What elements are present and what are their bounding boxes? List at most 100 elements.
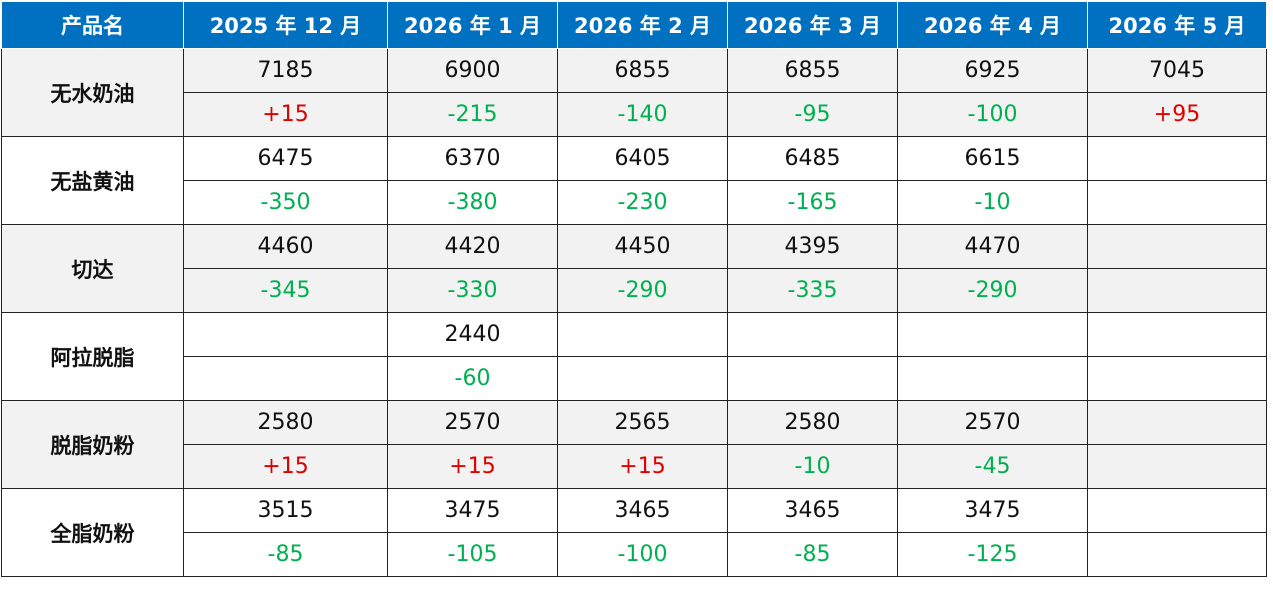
change-cell: -330 xyxy=(387,268,558,313)
price-cell: 4470 xyxy=(897,224,1088,269)
price-row: 切达 4460 4420 4450 4395 4470 xyxy=(1,224,1267,313)
price-cell: 6485 xyxy=(727,136,898,181)
change-cell: +15 xyxy=(183,92,388,137)
change-cell: -215 xyxy=(387,92,558,137)
empty-cell xyxy=(1087,312,1267,357)
change-cell: -85 xyxy=(183,532,388,577)
change-row: +15 -215 -140 -95 -100 +95 xyxy=(2,92,1267,137)
price-cell: 7045 xyxy=(1087,48,1267,93)
product-name: 切达 xyxy=(1,224,184,313)
price-row: 无水奶油 7185 6900 6855 6855 6925 7045 xyxy=(1,48,1267,137)
header-cell: 2026 年 2 月 xyxy=(557,1,728,49)
price-cell: 3465 xyxy=(557,488,728,533)
change-cell: -380 xyxy=(387,180,558,225)
change-cell: -100 xyxy=(897,92,1088,137)
price-table: 产品名 2025 年 12 月 2026 年 1 月 2026 年 2 月 2026 年… xyxy=(1,1,1267,577)
table-body: 无水奶油 7185 6900 6855 6855 6925 7045 +15 -215 -140-… xyxy=(1,48,1267,577)
header-cell: 2026 年 5 月 xyxy=(1087,1,1267,49)
price-cell: 4460 xyxy=(183,224,388,269)
price-cell: 6475 xyxy=(183,136,388,181)
empty-cell xyxy=(1087,488,1267,533)
price-cell: 6855 xyxy=(557,48,728,93)
change-cell: -290 xyxy=(897,268,1088,313)
change-cell: -290 xyxy=(557,268,728,313)
product-name: 全脂奶粉 xyxy=(1,488,184,577)
change-cell: -105 xyxy=(387,532,558,577)
change-cell: -45 xyxy=(897,444,1088,489)
empty-cell xyxy=(897,312,1088,357)
empty-cell xyxy=(1087,532,1267,577)
change-cell: +15 xyxy=(183,444,388,489)
product-name: 无盐黄油 xyxy=(1,136,184,225)
empty-cell xyxy=(1087,444,1267,489)
price-cell: 6615 xyxy=(897,136,1088,181)
price-cell: 6900 xyxy=(387,48,558,93)
change-cell: -350 xyxy=(183,180,388,225)
empty-cell xyxy=(557,356,728,401)
empty-cell xyxy=(1087,400,1267,445)
change-cell: -230 xyxy=(557,180,728,225)
change-cell: -335 xyxy=(727,268,898,313)
product-name: 无水奶油 xyxy=(1,48,184,137)
price-row: 全脂奶粉 3515 3475 3465 3465 3475 xyxy=(1,488,1267,577)
change-cell: -95 xyxy=(727,92,898,137)
empty-cell xyxy=(183,312,388,357)
price-cell: 2565 xyxy=(557,400,728,445)
price-row: 阿拉脱脂 2440 xyxy=(1,312,1267,401)
change-row: -85 -105 -100 -85 -125 xyxy=(2,532,1267,577)
price-cell: 2440 xyxy=(387,312,558,357)
price-cell: 6925 xyxy=(897,48,1088,93)
price-cell: 6855 xyxy=(727,48,898,93)
price-cell: 4420 xyxy=(387,224,558,269)
change-cell: -345 xyxy=(183,268,388,313)
price-cell: 2570 xyxy=(897,400,1088,445)
empty-cell xyxy=(727,356,898,401)
change-cell: -165 xyxy=(727,180,898,225)
change-cell: +95 xyxy=(1087,92,1267,137)
price-cell: 4450 xyxy=(557,224,728,269)
change-row: -345 -330 -290 -335 -290 xyxy=(2,268,1267,313)
header-cell: 2025 年 12 月 xyxy=(183,1,388,49)
change-cell: -140 xyxy=(557,92,728,137)
price-cell: 2570 xyxy=(387,400,558,445)
empty-cell xyxy=(897,356,1088,401)
price-cell: 3475 xyxy=(897,488,1088,533)
product-name: 阿拉脱脂 xyxy=(1,312,184,401)
change-cell: -85 xyxy=(727,532,898,577)
change-cell: -100 xyxy=(557,532,728,577)
change-cell: -10 xyxy=(727,444,898,489)
empty-cell xyxy=(1087,356,1267,401)
price-cell: 4395 xyxy=(727,224,898,269)
price-cell: 3465 xyxy=(727,488,898,533)
header-cell: 2026 年 4 月 xyxy=(897,1,1088,49)
price-cell: 2580 xyxy=(727,400,898,445)
price-row: 脱脂奶粉 2580 2570 2565 2580 2570 xyxy=(1,400,1267,489)
empty-cell xyxy=(1087,136,1267,181)
empty-cell xyxy=(727,312,898,357)
table-header: 产品名 2025 年 12 月 2026 年 1 月 2026 年 2 月 2026 年… xyxy=(1,1,1267,49)
price-row: 无盐黄油 6475 6370 6405 6485 6615 xyxy=(1,136,1267,225)
change-cell: -10 xyxy=(897,180,1088,225)
change-row: +15 +15 +15 -10 -45 xyxy=(2,444,1267,489)
price-cell: 7185 xyxy=(183,48,388,93)
price-cell: 3475 xyxy=(387,488,558,533)
product-name: 脱脂奶粉 xyxy=(1,400,184,489)
price-cell: 6405 xyxy=(557,136,728,181)
empty-cell xyxy=(183,356,388,401)
change-cell: +15 xyxy=(557,444,728,489)
price-cell: 3515 xyxy=(183,488,388,533)
change-cell: +15 xyxy=(387,444,558,489)
price-cell: 6370 xyxy=(387,136,558,181)
empty-cell xyxy=(1087,224,1267,269)
header-cell: 2026 年 3 月 xyxy=(727,1,898,49)
change-cell: -125 xyxy=(897,532,1088,577)
change-row: -350 -380 -230 -165 -10 xyxy=(2,180,1267,225)
price-cell: 2580 xyxy=(183,400,388,445)
empty-cell xyxy=(557,312,728,357)
empty-cell xyxy=(1087,268,1267,313)
header-row: 产品名 2025 年 12 月 2026 年 1 月 2026 年 2 月 2026 年… xyxy=(1,1,1267,49)
change-cell: -60 xyxy=(387,356,558,401)
empty-cell xyxy=(1087,180,1267,225)
change-row: -60 xyxy=(2,356,1267,401)
